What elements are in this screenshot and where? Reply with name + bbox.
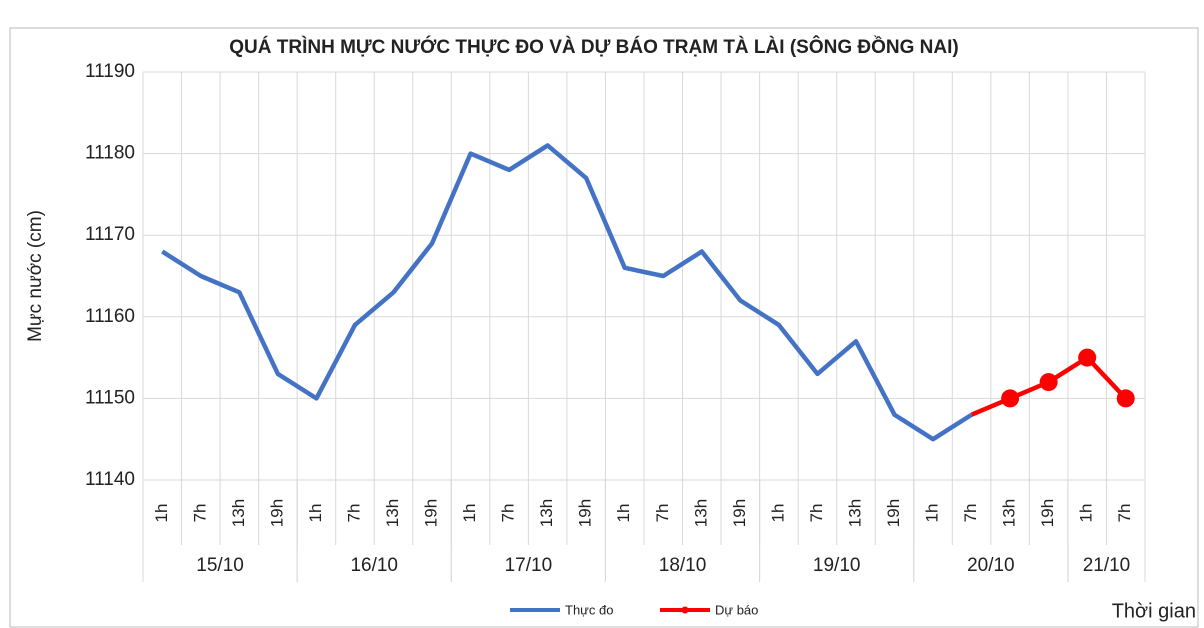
x-tick-label: 1h [923, 504, 942, 523]
x-axis-label: Thời gian [1112, 600, 1196, 622]
group-label: 15/10 [196, 555, 244, 576]
x-tick-label: 19h [422, 499, 441, 527]
x-tick-label: 1h [768, 504, 787, 523]
x-tick-label: 13h [845, 499, 864, 527]
legend-label: Dự báo [715, 602, 758, 617]
x-tick-label: 7h [190, 504, 209, 523]
x-tick-label: 1h [152, 504, 171, 523]
point [1078, 348, 1097, 367]
legend-marker [681, 606, 689, 614]
group-label: 18/10 [659, 555, 707, 576]
group-label: 20/10 [967, 555, 1015, 576]
series-line [161, 143, 973, 442]
group-label: 21/10 [1083, 555, 1131, 576]
group-label: 16/10 [350, 555, 398, 576]
x-tick-label: 1h [306, 504, 325, 523]
x-tick-label: 7h [807, 504, 826, 523]
point [1116, 389, 1135, 408]
x-tick-label: 7h [653, 504, 672, 523]
point [1001, 389, 1020, 408]
x-tick-label: 13h [1000, 499, 1019, 527]
x-tick-label: 1h [460, 504, 479, 523]
x-tick-label: 13h [229, 499, 248, 527]
x-tick-label: 7h [1115, 504, 1134, 523]
point [1039, 373, 1058, 392]
x-tick-label: 19h [730, 499, 749, 527]
x-tick-label: 1h [614, 504, 633, 523]
x-tick-label: 7h [344, 504, 363, 523]
y-tick-label: 11190 [85, 61, 135, 82]
x-tick-label: 13h [383, 499, 402, 527]
x-tick-label: 19h [1038, 499, 1057, 527]
group-label: 17/10 [505, 555, 553, 576]
y-tick-label: 11150 [85, 387, 135, 408]
chart-title: QUÁ TRÌNH MỰC NƯỚC THỰC ĐO VÀ DỰ BÁO TRẠ… [229, 36, 958, 58]
x-tick-label: 7h [961, 504, 980, 523]
legend-label: Thực đo [565, 602, 613, 617]
y-tick-label: 11180 [85, 143, 135, 164]
x-tick-label: 1h [1077, 504, 1096, 523]
x-tick-label: 19h [267, 499, 286, 527]
x-tick-label: 19h [884, 499, 903, 527]
chart-frame [9, 27, 1199, 628]
y-axis-label: Mực nước (cm) [25, 210, 46, 342]
y-tick-label: 11160 [85, 306, 135, 327]
y-tick-label: 11140 [85, 469, 135, 490]
x-tick-label: 19h [576, 499, 595, 527]
x-tick-label: 7h [499, 504, 518, 523]
x-tick-label: 13h [691, 499, 710, 527]
y-tick-label: 11170 [85, 224, 135, 245]
x-tick-label: 13h [537, 499, 556, 527]
group-label: 19/10 [813, 555, 861, 576]
